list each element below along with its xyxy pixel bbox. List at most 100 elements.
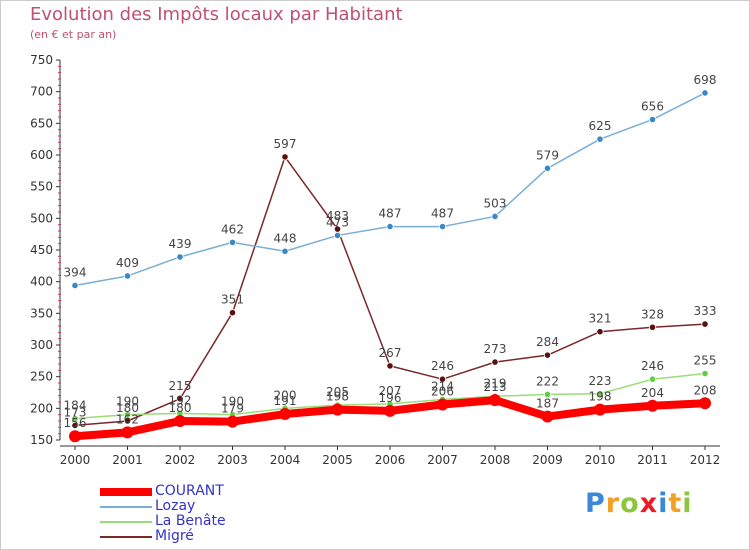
proxiti-logo: Proxiti [585,488,693,519]
data-point [279,408,291,421]
data-point [648,375,657,383]
data-label: 204 [641,386,664,400]
x-tick-label: 2007 [427,453,458,467]
logo-letter: r [605,488,621,519]
data-label: 180 [116,401,139,415]
data-point [596,390,604,398]
data-label: 597 [274,137,297,151]
y-tick-label: 200 [30,401,53,415]
x-tick-label: 2006 [375,453,406,467]
x-tick-label: 2003 [217,453,248,467]
x-tick-label: 2000 [60,453,91,467]
data-label: 198 [589,390,612,404]
data-label: 179 [221,402,244,416]
data-point [438,375,447,383]
data-point [331,403,344,416]
data-point [174,415,186,427]
y-tick-label: 150 [30,433,53,447]
data-point [228,238,237,246]
data-label: 487 [379,207,402,221]
data-label: 473 [326,215,349,229]
logo-letter: P [585,488,606,519]
legend-label-lozay: Lozay [155,498,196,514]
data-label: 579 [536,148,559,162]
data-label: 219 [484,376,507,390]
data-point [491,212,499,221]
data-label: 321 [589,312,612,326]
x-tick-label: 2002 [165,453,196,467]
data-point [543,164,552,172]
logo-letter: i [682,488,693,519]
data-label: 222 [536,374,559,388]
logo-letter: i [658,488,669,519]
data-label: 187 [536,397,559,411]
data-label: 215 [169,379,192,393]
data-label: 462 [221,222,244,236]
legend-label-migre: Migré [155,528,194,544]
data-label: 656 [641,100,664,114]
logo-letter: x [639,488,659,519]
legend-swatch-courant [100,488,152,496]
data-label: 196 [379,391,402,405]
x-tick-label: 2008 [480,453,511,467]
data-label: 207 [379,384,402,398]
data-point [71,421,79,430]
data-label: 625 [589,119,612,133]
data-label: 698 [694,73,717,87]
y-tick-label: 250 [30,370,53,384]
data-point [594,403,606,416]
x-tick-label: 2010 [585,453,616,467]
y-tick-label: 600 [30,148,53,162]
data-label: 409 [116,256,139,270]
data-point [699,397,711,410]
data-label: 191 [274,394,297,408]
data-label: 214 [431,379,454,393]
data-point [226,415,239,428]
data-label: 333 [694,304,717,318]
data-point [489,394,501,407]
legend-swatch-lozay [100,506,152,508]
data-label: 267 [379,346,402,360]
data-point [386,362,394,370]
y-tick-label: 350 [30,306,53,320]
data-label: 439 [169,237,192,251]
data-label: 190 [221,395,244,409]
data-point [701,89,709,97]
data-label: 448 [274,231,297,245]
data-label: 173 [64,405,87,419]
y-tick-label: 650 [30,116,53,130]
data-point [491,358,499,366]
data-point [333,231,342,240]
data-point [123,272,132,280]
legend-label-la-benate: La Benâte [155,513,226,529]
data-point [438,222,447,231]
x-tick-label: 2005 [322,453,353,467]
x-tick-label: 2012 [690,453,721,467]
chart-title: Evolution des Impôts locaux par Habitant [30,4,403,25]
data-point [123,411,132,419]
y-tick-label: 550 [30,180,53,194]
data-point [386,222,394,231]
x-tick-label: 2011 [637,453,668,467]
data-label: 192 [169,393,192,407]
data-point [69,430,81,443]
data-point [541,410,554,423]
data-point [281,247,289,255]
data-point [228,309,237,317]
data-label: 255 [694,354,717,368]
data-point [71,414,79,423]
data-point [596,135,604,143]
y-tick-label: 750 [30,53,53,67]
data-label: 180 [169,401,192,415]
data-label: 156 [64,416,87,430]
logo-letter: t [668,488,683,519]
data-point [71,281,79,290]
data-label: 162 [116,412,139,426]
data-label: 200 [274,388,297,402]
data-label: 205 [326,385,349,399]
y-tick-label: 700 [30,85,53,99]
data-label: 284 [536,335,559,349]
data-label: 246 [431,359,454,373]
data-point [596,328,604,336]
